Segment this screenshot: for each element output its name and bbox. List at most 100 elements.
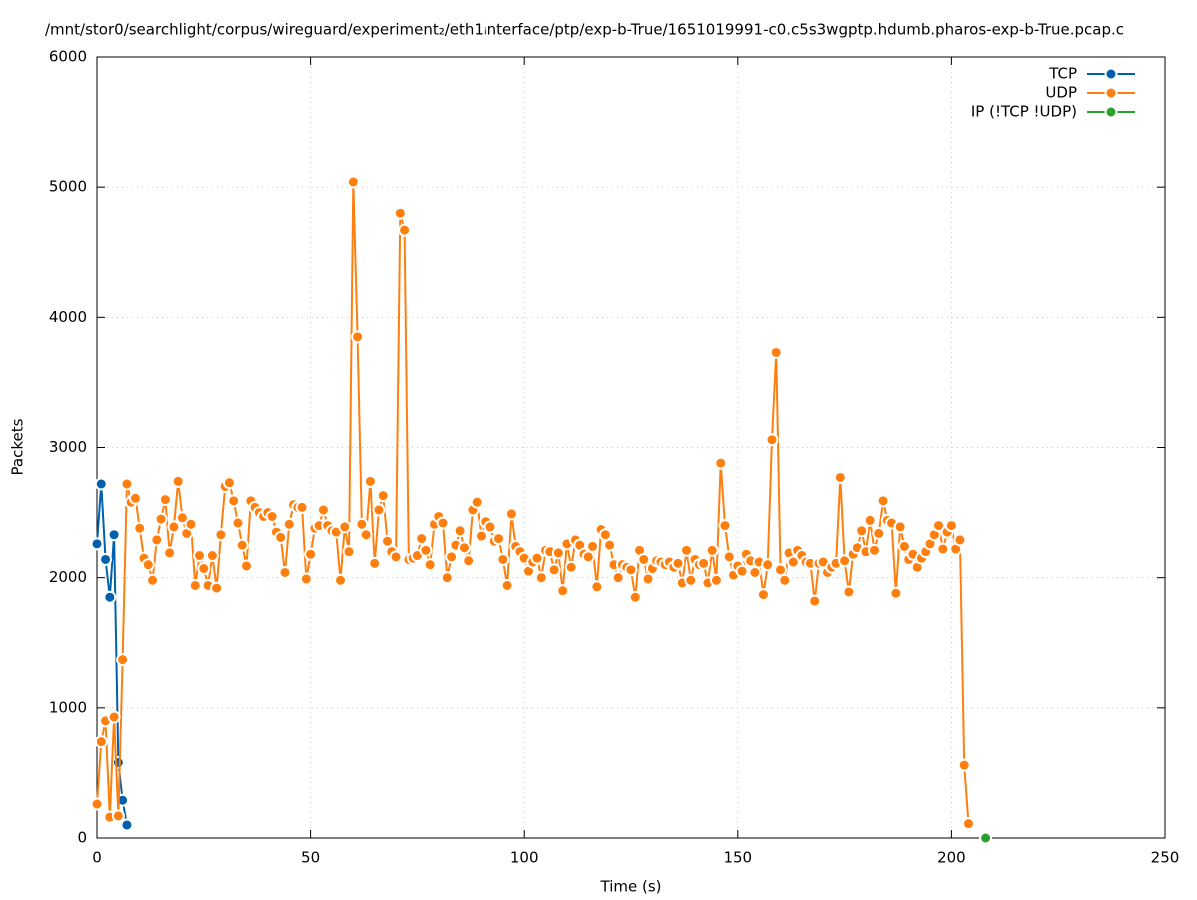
chart-title: /mnt/stor0/searchlight/corpus/wireguard/… — [45, 21, 1124, 39]
data-point — [389, 550, 403, 564]
data-point — [714, 456, 728, 470]
data-point — [470, 495, 484, 509]
data-point — [774, 563, 788, 577]
data-point — [107, 528, 121, 542]
data-point — [581, 550, 595, 564]
data-point — [299, 572, 313, 586]
data-point — [210, 581, 224, 595]
data-point — [205, 549, 219, 563]
data-point — [342, 545, 356, 559]
data-point — [436, 516, 450, 530]
data-point — [547, 563, 561, 577]
data-point — [778, 573, 792, 587]
y-tick-label: 5000 — [49, 178, 87, 196]
data-point — [598, 528, 612, 542]
data-point — [415, 532, 429, 546]
data-point — [833, 470, 847, 484]
data-point — [146, 573, 160, 587]
data-point — [868, 543, 882, 557]
data-point — [765, 433, 779, 447]
data-point — [808, 594, 822, 608]
data-point — [564, 560, 578, 574]
data-point — [603, 538, 617, 552]
legend-label: TCP — [1048, 65, 1077, 83]
x-tick-label: 250 — [1151, 849, 1180, 867]
data-point — [94, 735, 108, 749]
data-point — [184, 517, 198, 531]
data-point — [133, 521, 147, 535]
data-point — [103, 590, 117, 604]
data-point — [94, 477, 108, 491]
legend-marker — [1104, 86, 1118, 100]
data-point — [150, 533, 164, 547]
data-point — [440, 571, 454, 585]
data-point — [709, 573, 723, 587]
data-point — [111, 756, 125, 770]
x-tick-label: 150 — [723, 849, 752, 867]
data-point — [453, 524, 467, 538]
data-point — [957, 758, 971, 772]
data-point — [376, 489, 390, 503]
data-point — [227, 494, 241, 508]
data-point — [697, 556, 711, 570]
legend-label: UDP — [1045, 84, 1077, 102]
data-point — [504, 507, 518, 521]
data-point — [718, 519, 732, 533]
data-point — [167, 520, 181, 534]
y-tick-label: 0 — [77, 829, 87, 847]
data-point — [756, 588, 770, 602]
y-tick-label: 3000 — [49, 438, 87, 456]
x-tick-label: 100 — [510, 849, 539, 867]
data-point — [141, 558, 155, 572]
data-point — [274, 530, 288, 544]
data-point — [99, 552, 113, 566]
data-point — [334, 573, 348, 587]
data-point — [175, 511, 189, 525]
data-point — [932, 519, 946, 533]
data-point — [483, 520, 497, 534]
data-point — [624, 563, 638, 577]
legend-marker — [1104, 67, 1118, 81]
data-point — [953, 533, 967, 547]
data-point — [163, 546, 177, 560]
data-point — [158, 493, 172, 507]
data-point — [222, 476, 236, 490]
data-point — [445, 550, 459, 564]
data-point — [372, 503, 386, 517]
data-point — [128, 491, 142, 505]
data-point — [457, 541, 471, 555]
data-point — [214, 528, 228, 542]
data-point — [355, 517, 369, 531]
data-point — [893, 520, 907, 534]
data-point — [393, 206, 407, 220]
data-point — [936, 542, 950, 556]
data-point — [363, 474, 377, 488]
data-point — [359, 528, 373, 542]
data-point — [90, 797, 104, 811]
data-point — [282, 517, 296, 531]
data-point — [855, 524, 869, 538]
x-tick-label: 0 — [92, 849, 102, 867]
data-point — [863, 513, 877, 527]
data-point — [680, 543, 694, 557]
data-point — [197, 562, 211, 576]
plot-frame — [96, 56, 1166, 839]
data-point — [120, 477, 134, 491]
data-point — [551, 546, 565, 560]
data-point — [304, 547, 318, 561]
data-point — [611, 571, 625, 585]
data-point — [474, 529, 488, 543]
data-point — [838, 554, 852, 568]
data-point — [748, 565, 762, 579]
y-tick-label: 6000 — [49, 48, 87, 66]
legend-marker — [1104, 105, 1118, 119]
data-point — [842, 585, 856, 599]
data-point — [534, 571, 548, 585]
data-point — [979, 831, 993, 845]
data-point — [641, 572, 655, 586]
x-axis-label: Time (s) — [600, 878, 662, 896]
data-point — [628, 590, 642, 604]
data-point — [107, 710, 121, 724]
y-tick-label: 4000 — [49, 308, 87, 326]
x-tick-label: 200 — [937, 849, 966, 867]
